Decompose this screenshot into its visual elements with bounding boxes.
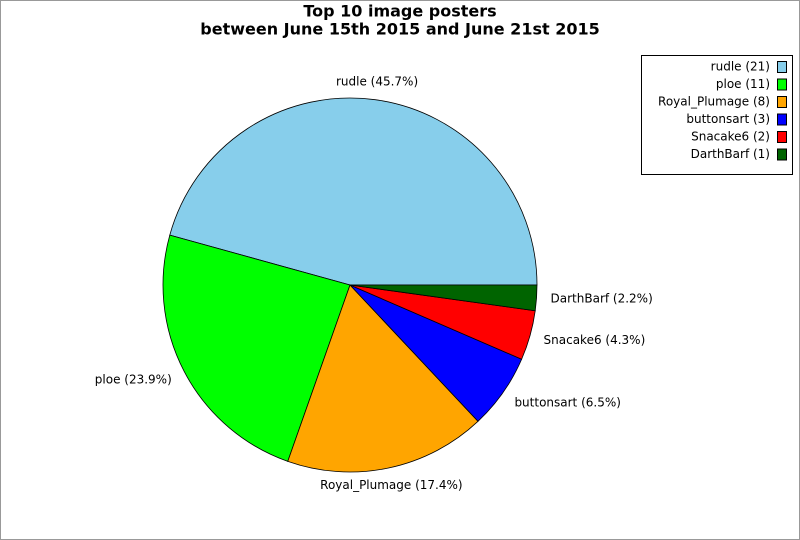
legend-label: Snacake6 (2) <box>691 130 770 144</box>
pie-slice <box>349 284 538 312</box>
legend-swatch <box>777 131 787 143</box>
legend-swatch <box>777 148 787 161</box>
legend-label: DarthBarf (1) <box>691 147 770 161</box>
pie-slice <box>287 284 479 473</box>
slice-label: rudle (45.7%) <box>336 74 418 88</box>
slice-label: Snacake6 (4.3%) <box>544 333 646 347</box>
legend-swatch <box>777 96 787 108</box>
pie-slice <box>162 234 351 462</box>
legend-swatch <box>777 78 787 91</box>
legend-label: buttonsart (3) <box>686 112 770 126</box>
legend-label: ploe (11) <box>716 77 770 91</box>
legend-label: rudle (21) <box>711 60 770 74</box>
slice-label: buttonsart (6.5%) <box>514 395 621 409</box>
legend-box <box>641 55 793 175</box>
slice-label: ploe (23.9%) <box>95 372 172 386</box>
legend-swatch <box>777 113 787 126</box>
slice-label: Royal_Plumage (17.4%) <box>320 478 462 492</box>
slice-label: DarthBarf (2.2%) <box>551 292 653 306</box>
legend-label: Royal_Plumage (8) <box>658 95 770 109</box>
pie-slice <box>169 97 538 286</box>
chart-title: Top 10 image posters <box>303 2 496 21</box>
legend-swatch <box>777 61 787 73</box>
chart-subtitle: between June 15th 2015 and June 21st 201… <box>200 20 599 39</box>
